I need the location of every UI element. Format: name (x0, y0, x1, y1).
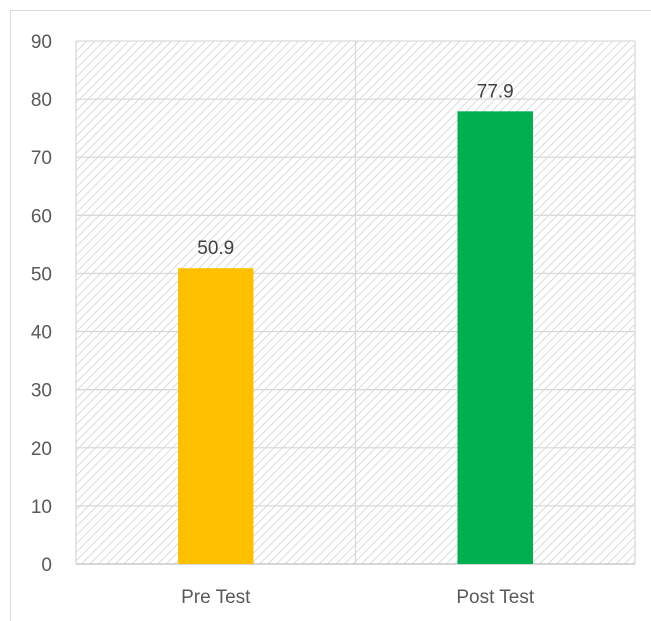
bar-post-test (457, 111, 533, 564)
y-tick-label-70: 70 (31, 148, 52, 169)
y-axis: 0 10 20 30 40 50 60 70 80 90 (31, 32, 52, 576)
y-tick-label-50: 50 (31, 264, 52, 285)
y-tick-label-30: 30 (31, 381, 52, 402)
y-tick-label-40: 40 (31, 323, 52, 344)
x-tick-label-pre-test: Pre Test (181, 587, 251, 608)
data-labels: 50.9 77.9 (197, 81, 513, 259)
bar-pre-test (178, 268, 254, 564)
y-tick-label-0: 0 (41, 555, 52, 576)
y-tick-label-20: 20 (31, 439, 52, 460)
y-tick-label-60: 60 (31, 206, 52, 227)
y-tick-label-90: 90 (31, 32, 52, 53)
data-label-pre-test: 50.9 (197, 238, 234, 259)
data-label-post-test: 77.9 (477, 81, 514, 102)
gridlines (75, 40, 636, 565)
x-tick-label-post-test: Post Test (456, 587, 535, 608)
bar-series (178, 111, 533, 564)
y-tick-label-10: 10 (31, 497, 52, 518)
y-tick-label-80: 80 (31, 90, 52, 111)
x-axis: Pre Test Post Test (181, 587, 535, 608)
